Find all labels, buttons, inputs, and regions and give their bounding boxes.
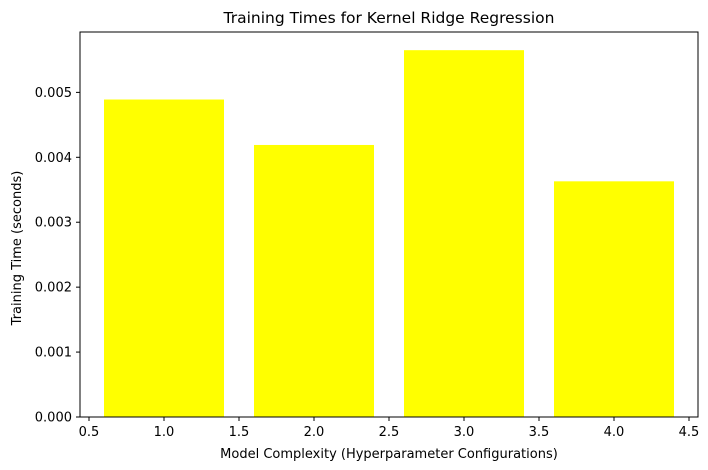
x-tick-label: 2.5 [379,425,400,440]
y-tick-label: 0.005 [35,86,72,101]
x-tick-label: 3.0 [454,425,475,440]
y-axis-ticks: 0.000 0.001 0.002 0.003 0.004 0.005 [35,86,80,426]
y-tick-label: 0.002 [35,281,72,296]
x-tick-label: 2.0 [304,425,325,440]
y-tick-label: 0.003 [35,216,72,231]
y-tick-label: 0.001 [35,346,72,361]
bar-4 [554,181,674,417]
y-tick-label: 0.000 [35,411,72,426]
x-tick-label: 4.5 [679,425,700,440]
x-tick-label: 1.5 [229,425,250,440]
bar-2 [254,144,374,417]
bars-group [104,50,674,418]
x-axis-title: Model Complexity (Hyperparameter Configu… [220,447,558,462]
x-tick-label: 3.5 [529,425,550,440]
x-axis-ticks: 0.5 1.0 1.5 2.0 2.5 3.0 3.5 4.0 4.5 [79,417,700,440]
bar-1 [104,99,224,417]
x-tick-label: 4.0 [604,425,625,440]
bar-3 [404,50,524,418]
y-axis-title: Training Time (seconds) [10,171,25,327]
y-tick-label: 0.004 [35,151,72,166]
x-tick-label: 0.5 [79,425,100,440]
chart-title: Training Times for Kernel Ridge Regressi… [223,9,555,27]
x-tick-label: 1.0 [154,425,175,440]
plot-frame [79,31,699,418]
